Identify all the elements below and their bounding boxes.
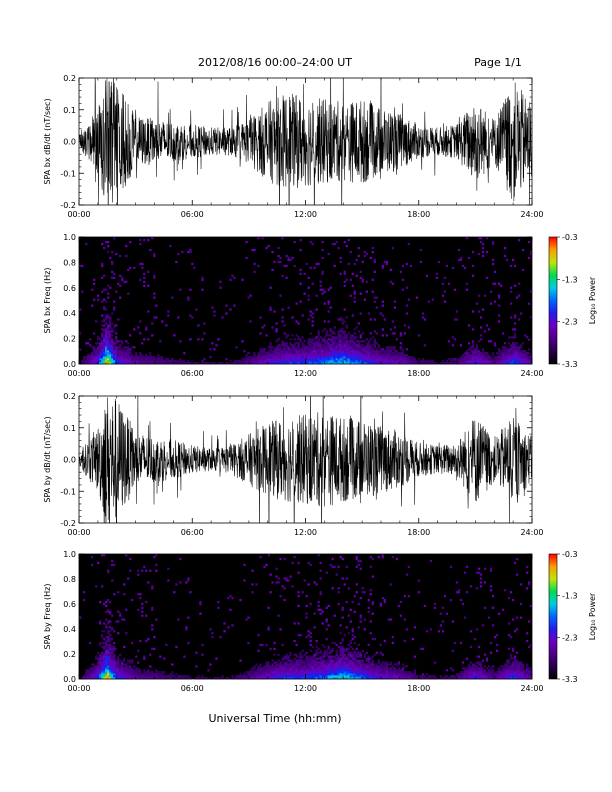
page-number: Page 1/1 — [474, 56, 522, 69]
y-tick-label: 0.4 — [63, 625, 76, 634]
y-axis-title: SPA by Freq (Hz) — [43, 584, 52, 650]
y-tick-label: 0.2 — [63, 74, 76, 83]
x-axis-title: Universal Time (hh:mm) — [209, 712, 342, 725]
y-tick-label: 0.2 — [63, 392, 76, 401]
x-tick-label: 06:00 — [181, 528, 204, 537]
y-tick-label: -0.2 — [60, 519, 76, 528]
y-tick-label: 0.0 — [63, 456, 76, 465]
x-tick-label: 18:00 — [407, 684, 430, 693]
x-tick-label: 00:00 — [67, 528, 90, 537]
colorbar-tick-label: -0.3 — [562, 233, 578, 242]
x-tick-label: 12:00 — [294, 684, 317, 693]
y-tick-label: 0.0 — [63, 138, 76, 147]
x-tick-label: 24:00 — [520, 210, 543, 219]
x-tick-label: 06:00 — [181, 210, 204, 219]
colorbar-title: Log₁₀ Power — [588, 276, 597, 324]
x-tick-label: 18:00 — [407, 369, 430, 378]
x-tick-label: 12:00 — [294, 528, 317, 537]
y-tick-label: 0.6 — [63, 284, 76, 293]
y-tick-label: 0.0 — [63, 360, 76, 369]
y-tick-label: 0.8 — [63, 258, 76, 267]
by-spectrogram-panel: 00:00 06:00 12:00 18:00 24:00 0.0 0.2 0.4 0.6 0.8… — [43, 550, 597, 693]
y-tick-label: 0.2 — [63, 335, 76, 344]
dbdt-trace — [79, 78, 532, 205]
colorbar-tick-label: -1.3 — [562, 592, 578, 601]
y-tick-label: 1.0 — [63, 550, 76, 559]
by-dbdt-panel: 00:00 06:00 12:00 18:00 24:00 -0.2 -0.1 0.0 0.1 0… — [43, 392, 544, 537]
bx-spectrogram-panel: 00:00 06:00 12:00 18:00 24:00 0.0 0.2 0.4 0.6 0.8… — [43, 233, 597, 378]
x-tick-label: 12:00 — [294, 210, 317, 219]
x-tick-label: 18:00 — [407, 528, 430, 537]
colorbar-title: Log₁₀ Power — [588, 592, 597, 640]
y-tick-label: 0.6 — [63, 600, 76, 609]
x-tick-label: 06:00 — [181, 369, 204, 378]
x-tick-label: 24:00 — [520, 369, 543, 378]
x-tick-label: 24:00 — [520, 528, 543, 537]
spectrogram-cells — [79, 237, 533, 365]
y-tick-label: 0.1 — [63, 106, 76, 115]
y-tick-label: -0.1 — [60, 487, 76, 496]
y-axis-title: SPA bx dB/dt (nT/sec) — [43, 98, 52, 184]
bx-dbdt-panel: 00:00 06:00 12:00 18:00 24:00 -0.2 -0.1 0.0 0.1 0… — [43, 74, 544, 219]
x-tick-label: 00:00 — [67, 684, 90, 693]
colorbar-scale — [548, 236, 558, 365]
y-tick-label: -0.1 — [60, 169, 76, 178]
y-axis-title: SPA bx Freq (Hz) — [43, 268, 52, 334]
colorbar: -0.3 -1.3 -2.3 -3.3 Log₁₀ Power — [548, 550, 597, 684]
colorbar: -0.3 -1.3 -2.3 -3.3 Log₁₀ Power — [548, 233, 597, 369]
y-axis-title: SPA by dB/dt (nT/sec) — [43, 416, 52, 502]
spectrogram-cells — [79, 554, 533, 680]
y-tick-label: 0.0 — [63, 675, 76, 684]
x-tick-label: 12:00 — [294, 369, 317, 378]
y-tick-label: 0.8 — [63, 575, 76, 584]
y-tick-label: -0.2 — [60, 201, 76, 210]
y-tick-label: 0.1 — [63, 424, 76, 433]
x-tick-label: 00:00 — [67, 369, 90, 378]
colorbar-tick-label: -2.3 — [562, 318, 578, 327]
x-tick-label: 06:00 — [181, 684, 204, 693]
dbdt-trace — [79, 396, 532, 523]
colorbar-tick-label: -2.3 — [562, 633, 578, 642]
figure-title: 2012/08/16 00:00–24:00 UT — [198, 56, 352, 69]
colorbar-tick-label: -0.3 — [562, 550, 578, 559]
spectrogram-background — [79, 237, 532, 364]
x-tick-label: 18:00 — [407, 210, 430, 219]
colorbar-tick-label: -3.3 — [562, 360, 578, 369]
colorbar-tick-label: -1.3 — [562, 275, 578, 284]
colorbar-scale — [548, 553, 558, 680]
colorbar-tick-label: -3.3 — [562, 675, 578, 684]
x-tick-label: 24:00 — [520, 684, 543, 693]
y-tick-label: 0.4 — [63, 309, 76, 318]
y-tick-label: 0.2 — [63, 650, 76, 659]
y-tick-label: 1.0 — [63, 233, 76, 242]
x-tick-label: 00:00 — [67, 210, 90, 219]
